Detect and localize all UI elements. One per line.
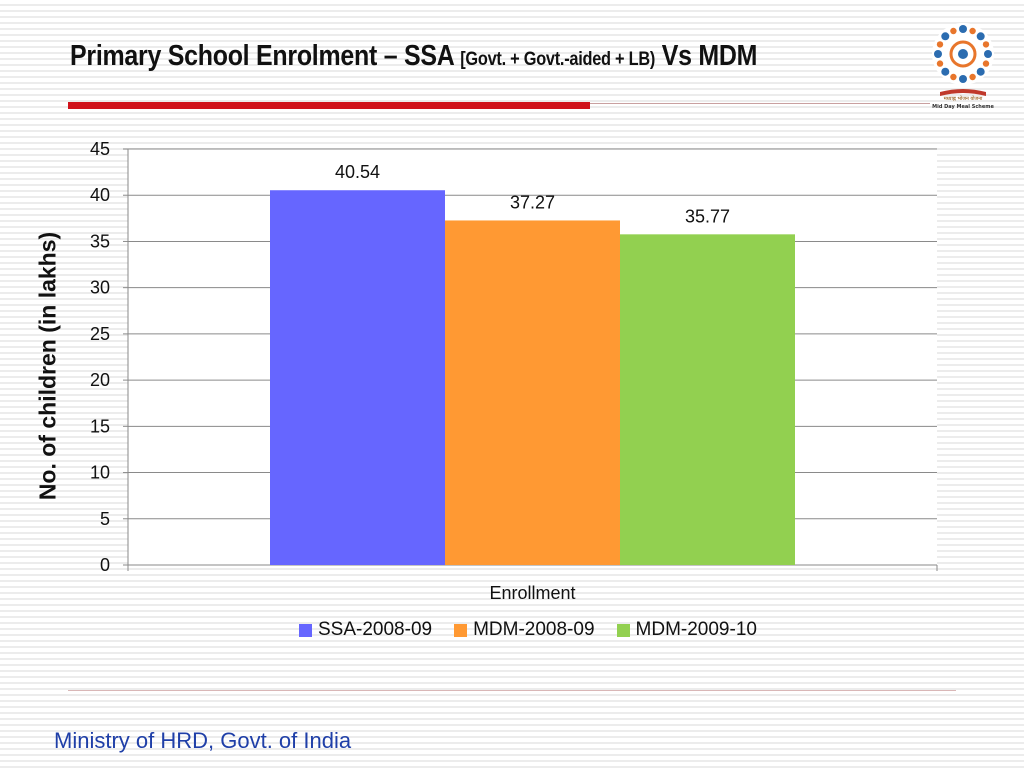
bar-mdm-2008-09 bbox=[445, 220, 620, 566]
y-tick-label: 45 bbox=[90, 139, 110, 159]
y-tick-label: 0 bbox=[100, 555, 110, 575]
legend-label: MDM-2009-10 bbox=[635, 619, 757, 640]
y-tick-label: 35 bbox=[90, 231, 110, 251]
legend-swatch bbox=[616, 623, 630, 637]
y-tick-label: 30 bbox=[90, 278, 110, 298]
legend-swatch bbox=[299, 623, 312, 637]
data-label: 37.27 bbox=[510, 192, 555, 212]
logo-caption-english: Mid Day Meal Scheme bbox=[932, 104, 994, 110]
y-tick-label: 40 bbox=[90, 185, 110, 205]
y-tick-label: 10 bbox=[90, 463, 110, 483]
title-underline-gray bbox=[590, 103, 930, 104]
footer-text: Ministry of HRD, Govt. of India bbox=[54, 728, 352, 753]
title-underline-red bbox=[68, 102, 590, 109]
legend-swatch bbox=[454, 623, 468, 637]
bar-mdm-2009-10 bbox=[620, 234, 795, 565]
chart-legend: SSA-2008-09 MDM-2008-09 MDM-2009-10 bbox=[299, 618, 779, 642]
bar-ssa-2008-09 bbox=[270, 190, 445, 565]
legend-label: SSA-2008-09 bbox=[318, 619, 433, 640]
mid-day-meal-logo-icon bbox=[932, 23, 994, 96]
y-tick-label: 25 bbox=[90, 324, 110, 344]
y-tick-label: 20 bbox=[90, 370, 110, 390]
data-label: 40.54 bbox=[335, 162, 380, 182]
x-axis-title: Enrollment bbox=[489, 583, 575, 603]
y-tick-label: 15 bbox=[90, 416, 110, 436]
legend-item: MDM-2008-09 bbox=[454, 619, 595, 641]
slide-title: Primary School Enrolment – SSA [Govt. + … bbox=[70, 40, 758, 72]
legend-label: MDM-2008-09 bbox=[473, 619, 595, 640]
footer-divider bbox=[68, 690, 956, 691]
legend-item: MDM-2009-10 bbox=[616, 619, 757, 641]
data-label: 35.77 bbox=[685, 206, 730, 226]
logo-caption-hindi: मध्याह्न भोजन योजना bbox=[943, 96, 983, 102]
legend-item: SSA-2008-09 bbox=[299, 619, 432, 641]
y-tick-label: 5 bbox=[100, 509, 110, 529]
y-axis-title: No. of children (in lakhs) bbox=[34, 231, 61, 501]
